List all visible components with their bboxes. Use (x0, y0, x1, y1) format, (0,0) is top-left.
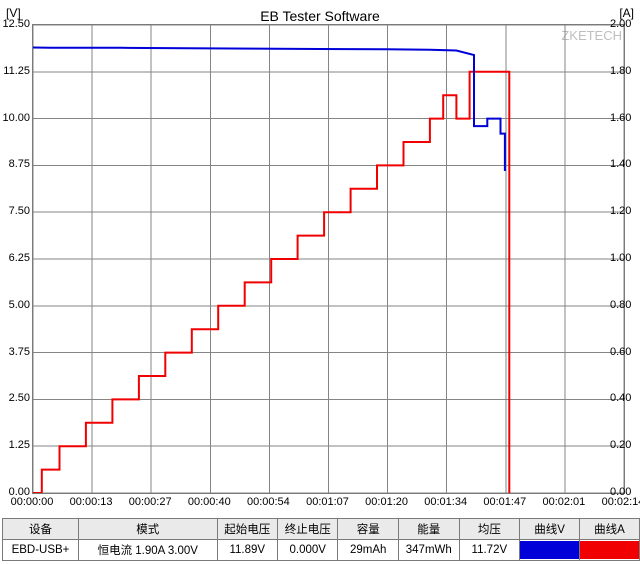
cell-capacity: 29mAh (338, 540, 398, 561)
yr-5: 1.00 (610, 252, 640, 264)
swatch-v (520, 541, 579, 559)
cell-avg-v: 11.72V (459, 540, 519, 561)
yl-7: 8.75 (2, 158, 30, 170)
col-5: 能量 (398, 519, 459, 540)
yl-1: 1.25 (2, 439, 30, 451)
col-1: 模式 (78, 519, 217, 540)
xl-10: 00:02:14 (598, 496, 640, 508)
xl-8: 00:01:47 (480, 496, 530, 508)
yr-3: 0.60 (610, 346, 640, 358)
yl-10: 12.50 (2, 18, 30, 30)
xl-6: 00:01:20 (362, 496, 412, 508)
cell-end-v: 0.000V (278, 540, 338, 561)
xl-0: 00:00:00 (7, 496, 57, 508)
col-7: 曲线V (520, 519, 580, 540)
cell-mode: 恒电流 1.90A 3.00V (78, 540, 217, 561)
yr-10: 2.00 (610, 18, 640, 30)
yr-2: 0.40 (610, 392, 640, 404)
yl-4: 5.00 (2, 299, 30, 311)
data-table: 设备模式起始电压终止电压容量能量均压曲线V曲线A EBD-USB+ 恒电流 1.… (2, 518, 640, 561)
cell-device: EBD-USB+ (3, 540, 79, 561)
yl-6: 7.50 (2, 205, 30, 217)
col-0: 设备 (3, 519, 79, 540)
xl-1: 00:00:13 (66, 496, 116, 508)
yr-7: 1.40 (610, 158, 640, 170)
plot-area (32, 24, 625, 494)
grid (33, 25, 624, 493)
yl-5: 6.25 (2, 252, 30, 264)
yl-9: 11.25 (2, 65, 30, 77)
series-current (33, 72, 509, 493)
yr-4: 0.80 (610, 299, 640, 311)
xl-7: 00:01:34 (421, 496, 471, 508)
yr-8: 1.60 (610, 112, 640, 124)
yl-3: 3.75 (2, 346, 30, 358)
col-3: 终止电压 (278, 519, 338, 540)
chart-title: EB Tester Software (0, 8, 640, 24)
cell-start-v: 11.89V (217, 540, 277, 561)
yl-2: 2.50 (2, 392, 30, 404)
plot-svg (33, 25, 624, 493)
yl-8: 10.00 (2, 112, 30, 124)
col-2: 起始电压 (217, 519, 277, 540)
yr-1: 0.20 (610, 439, 640, 451)
yr-9: 1.80 (610, 65, 640, 77)
swatch-a (580, 541, 639, 559)
xl-3: 00:00:40 (184, 496, 234, 508)
cell-energy: 347mWh (398, 540, 459, 561)
cell-curve-v (520, 540, 580, 561)
xl-2: 00:00:27 (125, 496, 175, 508)
col-6: 均压 (459, 519, 519, 540)
xl-5: 00:01:07 (303, 496, 353, 508)
yr-6: 1.20 (610, 205, 640, 217)
xl-4: 00:00:54 (243, 496, 293, 508)
cell-curve-a (580, 540, 640, 561)
col-4: 容量 (338, 519, 398, 540)
col-8: 曲线A (580, 519, 640, 540)
xl-9: 00:02:01 (539, 496, 589, 508)
